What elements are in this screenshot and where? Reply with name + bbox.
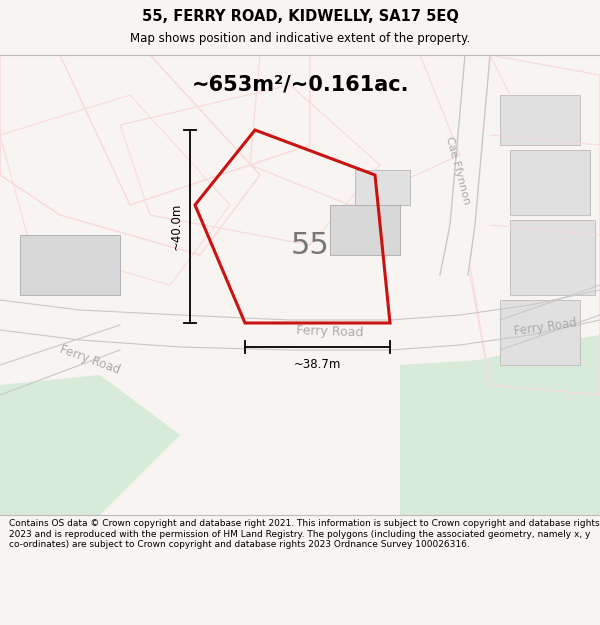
Polygon shape xyxy=(20,235,120,295)
Text: ~653m²/~0.161ac.: ~653m²/~0.161ac. xyxy=(191,75,409,95)
Polygon shape xyxy=(510,220,595,295)
Polygon shape xyxy=(355,170,410,205)
Text: Contains OS data © Crown copyright and database right 2021. This information is : Contains OS data © Crown copyright and d… xyxy=(9,519,599,549)
Text: ~40.0m: ~40.0m xyxy=(170,202,182,250)
Text: 55: 55 xyxy=(290,231,329,259)
Polygon shape xyxy=(500,300,580,365)
Text: 55, FERRY ROAD, KIDWELLY, SA17 5EQ: 55, FERRY ROAD, KIDWELLY, SA17 5EQ xyxy=(142,9,458,24)
Polygon shape xyxy=(500,95,580,145)
Text: Ferry Road: Ferry Road xyxy=(296,324,364,339)
Polygon shape xyxy=(510,150,590,215)
Text: Ferry Road: Ferry Road xyxy=(58,343,122,377)
Text: ~38.7m: ~38.7m xyxy=(294,359,341,371)
Polygon shape xyxy=(330,205,400,255)
Text: Cae Ffynnon: Cae Ffynnon xyxy=(444,135,472,205)
Polygon shape xyxy=(400,335,600,515)
Polygon shape xyxy=(0,375,180,515)
Text: Map shows position and indicative extent of the property.: Map shows position and indicative extent… xyxy=(130,32,470,45)
Text: Ferry Road: Ferry Road xyxy=(513,316,577,338)
